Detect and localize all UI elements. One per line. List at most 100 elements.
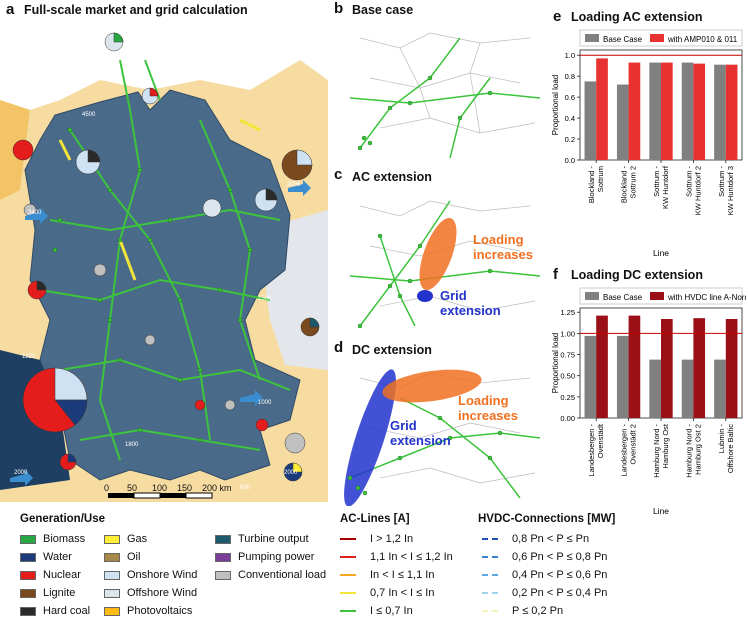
legend-ac-label: In < I ≤ 1,1 In: [370, 569, 435, 581]
legend-hvdc-item: P ≤ 0,2 Pn: [482, 605, 563, 617]
x-axis-label: Line: [653, 506, 669, 516]
legend-ac-label: 1,1 In < I ≤ 1,2 In: [370, 551, 453, 563]
panel-f-label: f: [553, 266, 558, 283]
scalebar-tick-0: 0: [104, 483, 110, 493]
legend-gen-item: Water: [20, 551, 72, 563]
legend-hvdc-label: 0,8 Pn < P ≤ Pn: [512, 533, 590, 545]
legend-gen-label: Lignite: [43, 587, 76, 599]
legend-ac-label: 0,7 In < I ≤ In: [370, 587, 435, 599]
bar-extension: [661, 319, 673, 418]
legend-line-sample: [340, 538, 356, 540]
panel-c-label: c: [334, 166, 343, 183]
legend-swatch: [20, 588, 36, 598]
legend-swatch: [104, 534, 120, 544]
legend-hvdc-title: HVDC-Connections [MW]: [478, 513, 616, 525]
germany-landmass: [24, 89, 301, 481]
bar-base: [616, 84, 629, 160]
panel-e-label: e: [553, 8, 562, 25]
y-tick-label: 0.2: [565, 135, 575, 144]
flow-label: 2006: [287, 182, 301, 188]
x-tick-label: Landesbergen -Ovenstädt: [587, 423, 605, 476]
legend-ac-label: I > 1,2 In: [370, 533, 414, 545]
bar-base: [584, 335, 597, 418]
legend-gen-label: Pumping power: [238, 551, 315, 563]
legend-ac-item: 0,7 In < I ≤ In: [340, 587, 434, 599]
legend-gen-item: Nuclear: [20, 569, 81, 581]
y-axis-label: Proportional load: [551, 333, 560, 393]
ac-extension-map: [340, 186, 545, 336]
scalebar: [108, 492, 213, 499]
legend-hvdc-label: 0,2 Pn < P ≤ 0,4 Pn: [512, 587, 608, 599]
legend-ac-item: In < I ≤ 1,1 In: [340, 569, 434, 581]
legend-hvdc-label: P ≤ 0,2 Pn: [512, 605, 564, 617]
legend-gen-item: Onshore Wind: [104, 569, 197, 581]
legend-gen-label: Photovoltaics: [127, 605, 193, 617]
germany-map: [0, 20, 328, 502]
legend-gen-item: Pumping power: [215, 551, 314, 563]
legend-line-sample: [340, 556, 356, 558]
panel-a-title: Full-scale market and grid calculation: [24, 3, 248, 17]
bar-base: [616, 335, 629, 418]
legend-base-label: Base Case: [603, 293, 643, 302]
legend-gen-label: Oil: [127, 551, 141, 563]
bar-extension: [725, 319, 738, 418]
chart-e: Base Case with AMP010 & 011 0.0 0.2 0.4 0.6 0.…: [548, 28, 746, 260]
bar-extension: [693, 318, 706, 418]
d-loading-annotation: Loading increases: [458, 393, 518, 423]
base-case-map: [340, 18, 545, 168]
legend-hvdc-item: 0,2 Pn < P ≤ 0,4 Pn: [482, 587, 607, 599]
legend-base-swatch: [585, 34, 599, 42]
legend-gen-label: Turbine output: [238, 533, 309, 545]
legend-gen-item: Biomass: [20, 533, 85, 545]
y-tick-label: 0.75: [560, 351, 575, 360]
flow-label: 1800: [125, 442, 139, 448]
legend-gen-label: Biomass: [43, 533, 86, 545]
c-grid-line2: extension: [440, 303, 501, 318]
substation-nodes: [52, 127, 253, 443]
legend-gen-item: Conventional load: [215, 569, 326, 581]
flow-arrows: [10, 180, 311, 486]
panel-b-label: b: [334, 0, 344, 17]
legend-gen-label: Conventional load: [238, 569, 327, 581]
flow-label: 2000: [14, 470, 28, 476]
bar-extension: [661, 62, 673, 161]
y-tick-label: 1.0: [565, 51, 575, 60]
bar-base: [649, 359, 661, 418]
legend-gen-item: Offshore Wind: [104, 587, 197, 599]
legend-swatch: [104, 588, 120, 598]
legend-gen-item: Oil: [104, 551, 140, 563]
legend-ac-item: 1,1 In < I ≤ 1,2 In: [340, 551, 453, 563]
bar-extension: [596, 315, 608, 418]
legend-line-sample: [340, 610, 356, 612]
panel-d-title: DC extension: [352, 343, 432, 357]
legend-hvdc-item: 0,4 Pn < P ≤ 0,6 Pn: [482, 569, 607, 581]
flow-label: 2000: [284, 470, 298, 476]
flow-label: 4500: [82, 112, 96, 118]
legend-hvdc-item: 0,8 Pn < P ≤ Pn: [482, 533, 589, 545]
generation-pies: [12, 32, 320, 482]
legend-gen-label: Hard coal: [43, 605, 91, 617]
flow-label: 1500: [258, 296, 272, 302]
scalebar-tick-150: 150: [177, 483, 193, 493]
legend-swatch: [215, 552, 231, 562]
flow-label: 1220: [22, 354, 36, 360]
x-tick-label: Lubmin -Offshore Baltic: [717, 424, 735, 474]
legend-gen-label: Gas: [127, 533, 148, 545]
x-tick-label: Hamburg Nord -Hamburg Ost: [652, 423, 670, 478]
legend-hvdc-item: 0,6 Pn < P ≤ 0,8 Pn: [482, 551, 607, 563]
bar-extension: [628, 62, 641, 161]
y-tick-label: 0.8: [565, 72, 575, 81]
legend-swatch: [20, 606, 36, 616]
y-tick-label: 1.25: [560, 308, 575, 317]
y-tick-label: 0.50: [560, 372, 575, 381]
legend-ac-item: I ≤ 0,7 In: [340, 605, 413, 617]
legend-base-swatch: [585, 292, 599, 300]
legend-ext-swatch: [650, 34, 664, 42]
legend-ext-swatch: [650, 292, 664, 300]
legend-swatch: [20, 570, 36, 580]
x-tick-label: Blockland -Sottrum 2: [620, 166, 638, 204]
y-tick-label: 1.00: [560, 329, 575, 338]
legend-gen-label: Water: [43, 551, 72, 563]
scalebar-tick-50: 50: [127, 483, 138, 493]
dc-extension-map: [340, 358, 545, 506]
